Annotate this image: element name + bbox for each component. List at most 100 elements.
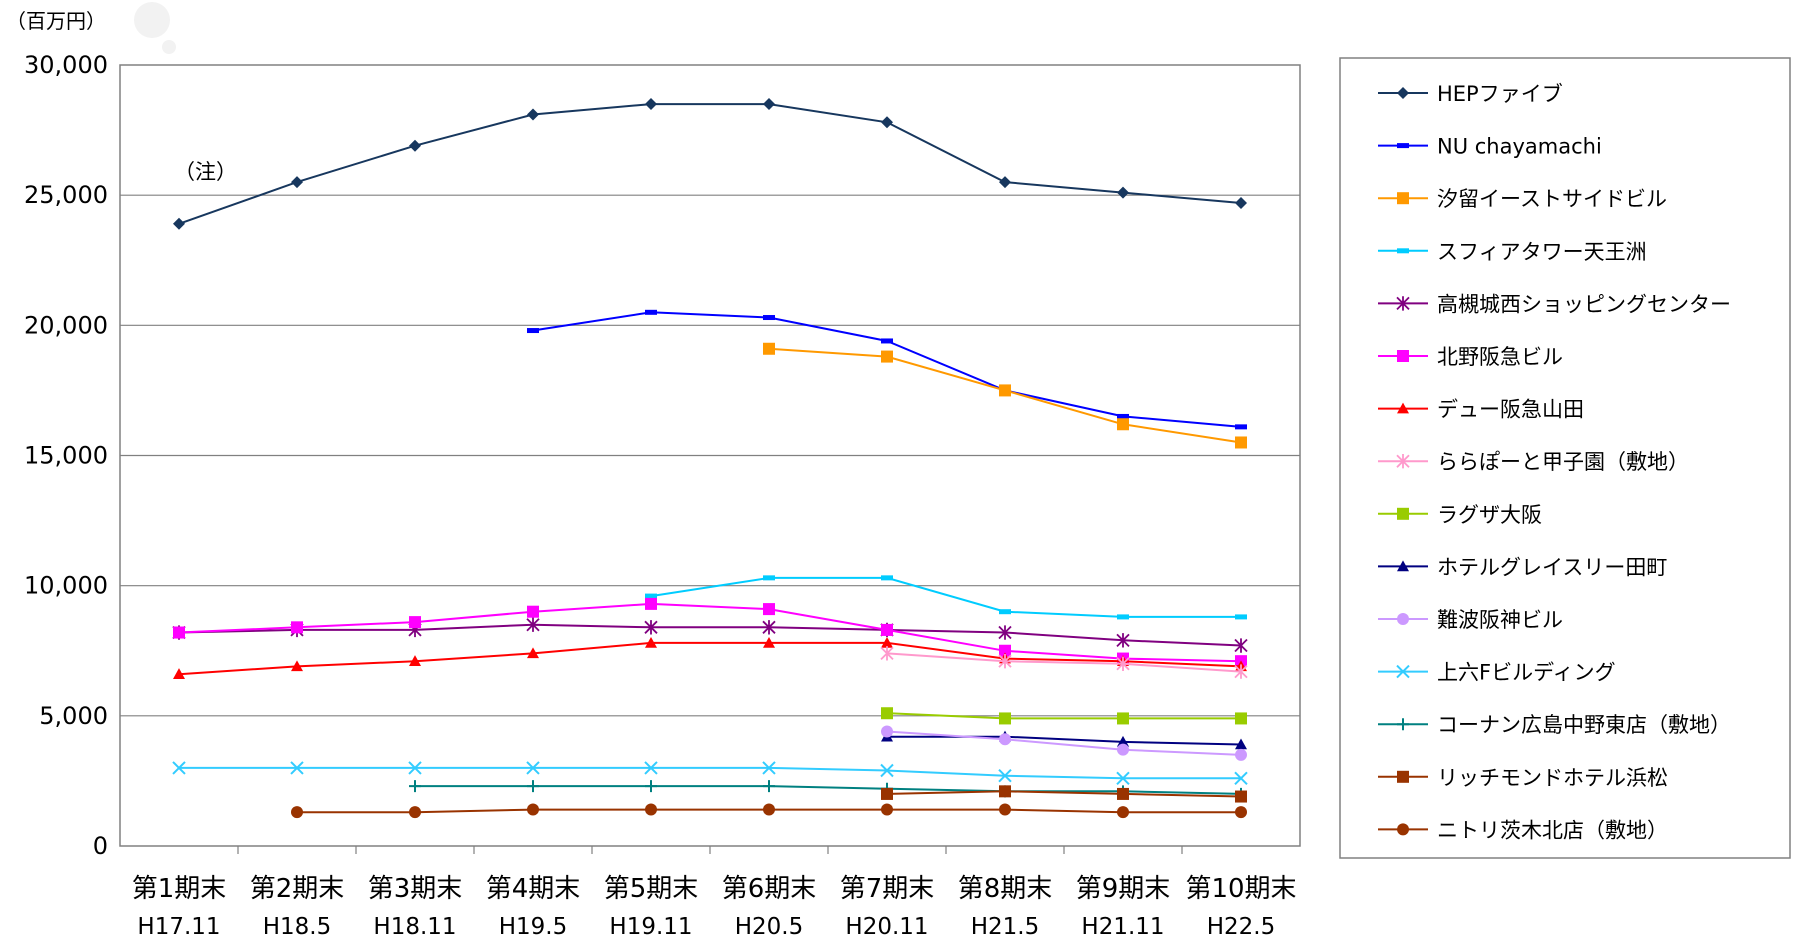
x-tick-label: 第5期末 [604, 874, 699, 904]
legend-label: ニトリ茨木北店（敷地） [1437, 818, 1668, 842]
data-point [291, 176, 303, 189]
legend-entry: NU chayamachi [1378, 135, 1602, 159]
series-path [178, 103, 1242, 225]
legend-label: ラグザ大阪 [1437, 503, 1542, 527]
data-point [762, 620, 776, 635]
x-tick-label: 第4期末 [486, 874, 581, 904]
legend-entry: ららぽーと甲子園（敷地） [1378, 450, 1689, 474]
legend-entry: ニトリ茨木北店（敷地） [1378, 818, 1668, 842]
legend-entry: 上六Fビルディング [1378, 661, 1616, 685]
data-point [1397, 192, 1409, 205]
x-tick-sublabel: H22.5 [1207, 914, 1276, 940]
series-line [527, 309, 1247, 430]
data-point [1117, 614, 1129, 620]
series-line [172, 761, 1248, 786]
data-point [881, 803, 893, 816]
data-point [290, 761, 304, 775]
series-path [178, 641, 1242, 676]
data-point [1397, 350, 1409, 362]
legend-entry: デュー阪急山田 [1378, 398, 1584, 422]
series-line [881, 785, 1247, 803]
series-path [887, 735, 1242, 746]
data-point [527, 605, 539, 618]
data-point [644, 620, 658, 635]
legend-entry: 難波阪神ビル [1378, 608, 1563, 632]
legend-label: 汐留イーストサイドビル [1437, 187, 1667, 211]
data-point [1235, 790, 1247, 803]
data-point [763, 342, 775, 355]
legend-entry: リッチモンドホテル浜松 [1378, 766, 1668, 790]
data-point [291, 806, 303, 819]
data-point [999, 785, 1011, 798]
x-tick-sublabel: H20.5 [735, 914, 804, 940]
x-tick-sublabel: H18.11 [373, 914, 456, 940]
data-point [999, 609, 1011, 615]
series-path [886, 790, 1242, 798]
data-point [1397, 613, 1409, 625]
data-point [1234, 664, 1248, 679]
data-point [763, 98, 775, 111]
series-path [415, 785, 1242, 795]
data-point [1235, 738, 1247, 750]
data-point [763, 575, 775, 581]
data-point [173, 668, 185, 679]
data-point [881, 623, 893, 636]
x-tick-label: 第6期末 [722, 874, 817, 904]
series-lines [172, 98, 1248, 819]
series-line [881, 707, 1247, 725]
grid-lines [120, 194, 1300, 717]
data-point [1397, 770, 1409, 783]
data-point [881, 575, 893, 581]
data-point [1397, 823, 1409, 836]
x-tick-sublabel: H21.5 [971, 914, 1040, 940]
data-point [1397, 507, 1409, 520]
x-tick-sublabel: H19.11 [609, 914, 692, 940]
data-point [1117, 735, 1129, 747]
data-point [409, 806, 421, 819]
data-point [998, 769, 1012, 783]
data-point [526, 617, 540, 632]
x-tick-label: 第8期末 [958, 874, 1053, 904]
x-tick-label: 第3期末 [368, 874, 463, 904]
data-point [1235, 614, 1247, 620]
data-point [409, 780, 421, 793]
data-point [645, 98, 657, 111]
data-point [999, 803, 1011, 816]
x-tick-label: 第7期末 [840, 874, 935, 904]
data-point [1117, 712, 1129, 725]
legend-label: スフィアタワー天王洲 [1437, 240, 1647, 264]
data-point [1117, 743, 1129, 756]
data-point [1397, 143, 1409, 149]
data-point [1396, 454, 1410, 469]
data-point [1234, 771, 1248, 786]
legend-label: ららぽーと甲子園（敷地） [1437, 450, 1689, 474]
legend-entry: 汐留イーストサイドビル [1378, 187, 1667, 211]
data-point [1397, 402, 1409, 414]
x-tick-sublabel: H21.11 [1081, 914, 1164, 940]
data-point [1235, 424, 1247, 430]
data-point [999, 733, 1011, 746]
decorative-bubbles [134, 2, 176, 54]
data-point [409, 139, 421, 152]
data-point [527, 328, 539, 334]
data-point [527, 108, 539, 121]
data-point [998, 653, 1012, 669]
data-point [527, 780, 539, 793]
x-tick-label: 第2期末 [250, 874, 345, 904]
unit-label: （百万円） [6, 9, 106, 33]
x-tick-sublabel: H20.11 [845, 914, 928, 940]
data-point [999, 384, 1011, 397]
series-line [173, 98, 1247, 230]
series-path [886, 712, 1241, 720]
data-point [880, 646, 894, 661]
data-point [645, 636, 657, 648]
legend-label: NU chayamachi [1437, 135, 1602, 159]
data-point [1397, 87, 1409, 99]
data-point [645, 593, 657, 599]
series-line [881, 725, 1247, 761]
data-point [763, 780, 775, 793]
data-point [173, 217, 185, 230]
data-point [173, 626, 185, 639]
data-point [881, 338, 893, 344]
